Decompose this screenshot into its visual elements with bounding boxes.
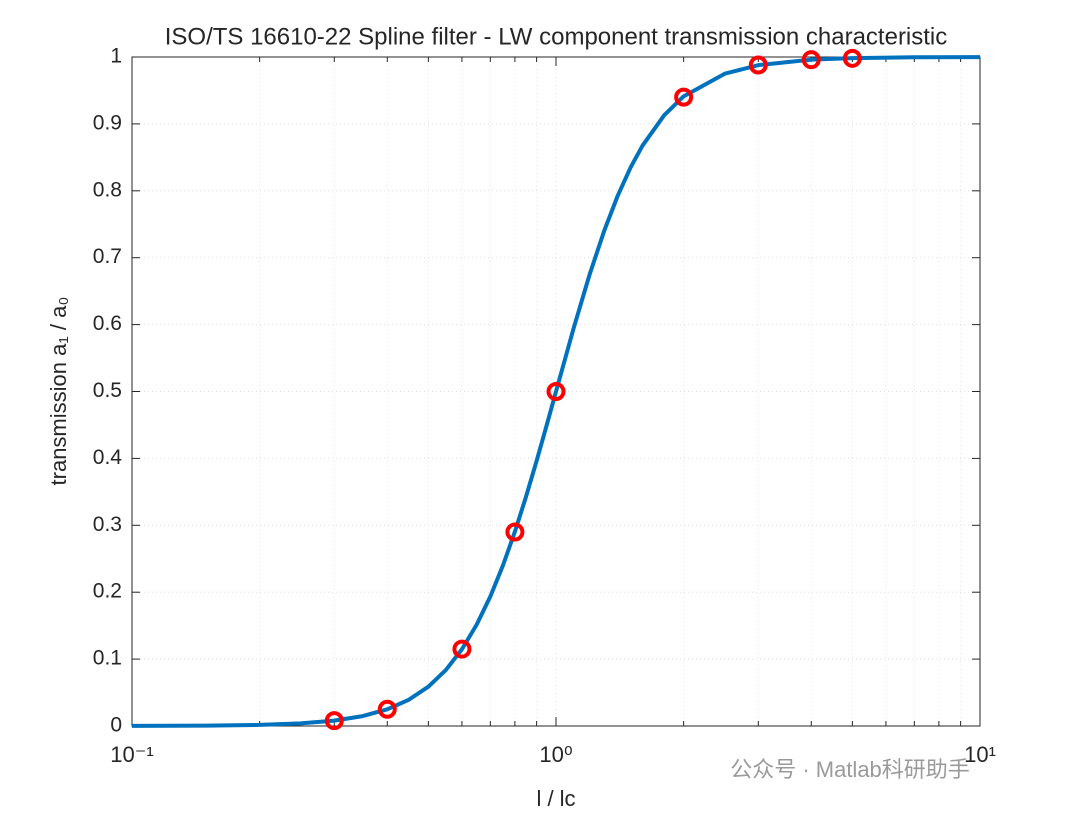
marker — [674, 87, 694, 107]
x-tick-label: 10⁰ — [539, 742, 572, 767]
y-tick-label: 1 — [110, 45, 122, 68]
y-tick-label: 0.4 — [93, 446, 123, 469]
line — [131, 55, 981, 728]
y-tick-label: 0.1 — [93, 647, 122, 670]
marker — [452, 639, 472, 659]
marker — [546, 382, 566, 401]
marker — [505, 522, 525, 542]
x-tick-label: 10⁻¹ — [110, 742, 153, 767]
y-tick-label: 0.5 — [93, 379, 122, 402]
y-axis-label: transmission a₁ / a₀ — [46, 297, 71, 486]
chart-title: ISO/TS 16610-22 Spline filter - LW compo… — [165, 23, 948, 50]
y-tick-label: 0.2 — [93, 580, 122, 603]
marker — [748, 55, 768, 75]
x-axis-label: l / lc — [536, 786, 575, 811]
x-tick-label: 10¹ — [964, 742, 996, 767]
watermark: 公众号 · Matlab科研助手 — [730, 757, 970, 782]
y-tick-label: 0.9 — [93, 111, 122, 134]
marker — [801, 50, 821, 70]
marker — [377, 699, 397, 719]
marker — [324, 711, 344, 731]
y-tick-label: 0.8 — [93, 178, 122, 201]
plot-frame — [131, 56, 981, 727]
y-tick-label: 0.7 — [93, 245, 122, 268]
y-tick-label: 0 — [110, 714, 122, 737]
marker — [842, 48, 862, 68]
y-tick-label: 0.3 — [93, 513, 122, 536]
y-tick-label: 0.6 — [93, 312, 122, 335]
